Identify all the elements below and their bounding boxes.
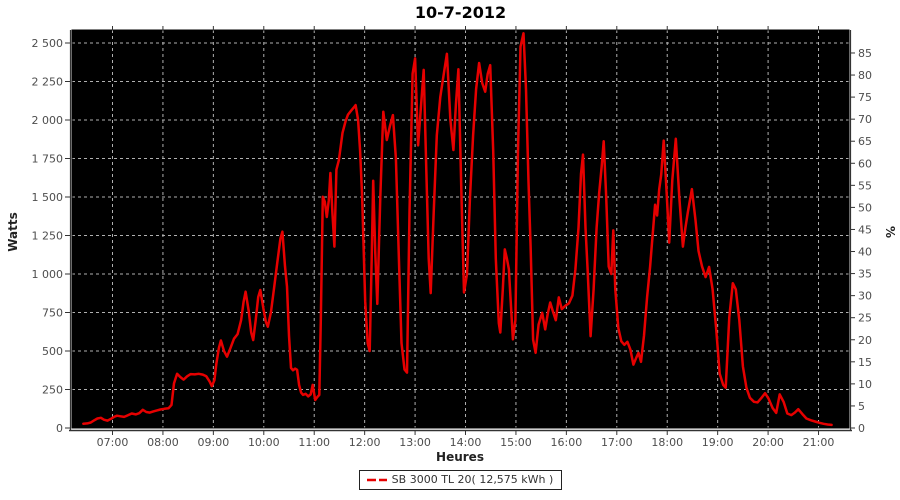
x-tick-label: 14:00 xyxy=(450,436,482,449)
y-left-tick-label: 500 xyxy=(42,345,63,358)
x-tick-label: 19:00 xyxy=(702,436,734,449)
y-left-tick-label: 0 xyxy=(56,422,63,435)
y-right-tick-label: 5 xyxy=(858,400,865,413)
x-tick-label: 08:00 xyxy=(147,436,179,449)
y-left-tick-label: 2 500 xyxy=(32,37,64,50)
chart-title: 10-7-2012 xyxy=(414,3,507,22)
y-right-tick-label: 80 xyxy=(858,69,872,82)
legend-line-marker xyxy=(366,478,387,481)
plot-border xyxy=(71,29,850,429)
y-right-tick-label: 50 xyxy=(858,201,872,214)
x-tick-label: 17:00 xyxy=(601,436,633,449)
y-right-tick-label: 75 xyxy=(858,91,872,104)
y-left-tick-label: 250 xyxy=(42,384,63,397)
y-right-tick-label: 15 xyxy=(858,356,872,369)
x-tick-label: 07:00 xyxy=(97,436,129,449)
x-tick-label: 11:00 xyxy=(298,436,330,449)
plot-area: 07:00 08:00 09:00 10:00 11:00 12:00 13:00 14:00… xyxy=(6,26,897,464)
x-tick-label: 20:00 xyxy=(752,436,784,449)
y-right-tick-label: 70 xyxy=(858,113,872,126)
y-left-axis-title: Watts xyxy=(6,212,20,252)
plot-background xyxy=(72,30,849,428)
y-right-tick-label: 30 xyxy=(858,290,872,303)
y-left-tick-label: 750 xyxy=(42,307,63,320)
y-left-tick-label: 2 000 xyxy=(32,114,64,127)
y-right-tick-label: 10 xyxy=(858,378,872,391)
y-right-tick-label: 85 xyxy=(858,47,872,60)
legend-box: SB 3000 TL 20( 12,575 kWh ) xyxy=(358,470,563,490)
x-tick-label: 09:00 xyxy=(198,436,230,449)
x-tick-label: 18:00 xyxy=(651,436,683,449)
x-tick-label: 16:00 xyxy=(551,436,583,449)
x-tick-label: 13:00 xyxy=(399,436,431,449)
x-axis-title: Heures xyxy=(436,450,484,464)
x-tick-label: 10:00 xyxy=(248,436,280,449)
y-right-tick-label: 20 xyxy=(858,334,872,347)
x-tick-label: 15:00 xyxy=(500,436,532,449)
y-right-axis-title: % xyxy=(883,226,897,238)
legend-label: SB 3000 TL 20( 12,575 kWh ) xyxy=(391,473,554,486)
y-right-tick-label: 25 xyxy=(858,312,872,325)
y-right-tick-label: 35 xyxy=(858,268,872,281)
y-right-tick-label: 65 xyxy=(858,135,872,148)
x-tick-label: 21:00 xyxy=(803,436,835,449)
y-right-tick-label: 0 xyxy=(858,422,865,435)
y-left-tick-label: 1 750 xyxy=(32,153,64,166)
power-curve xyxy=(82,32,833,427)
y-right-tick-label: 45 xyxy=(858,223,872,236)
legend: SB 3000 TL 20( 12,575 kWh ) xyxy=(72,470,849,490)
y-right-tick-label: 40 xyxy=(858,246,872,259)
y-left-tick-label: 1 250 xyxy=(32,230,64,243)
y-left-tick-label: 1 500 xyxy=(32,191,64,204)
y-left-tick-label: 1 000 xyxy=(32,268,64,281)
y-left-tick-label: 2 250 xyxy=(32,76,64,89)
y-right-tick-label: 55 xyxy=(858,179,872,192)
y-right-tick-label: 60 xyxy=(858,157,872,170)
x-tick-label: 12:00 xyxy=(349,436,381,449)
